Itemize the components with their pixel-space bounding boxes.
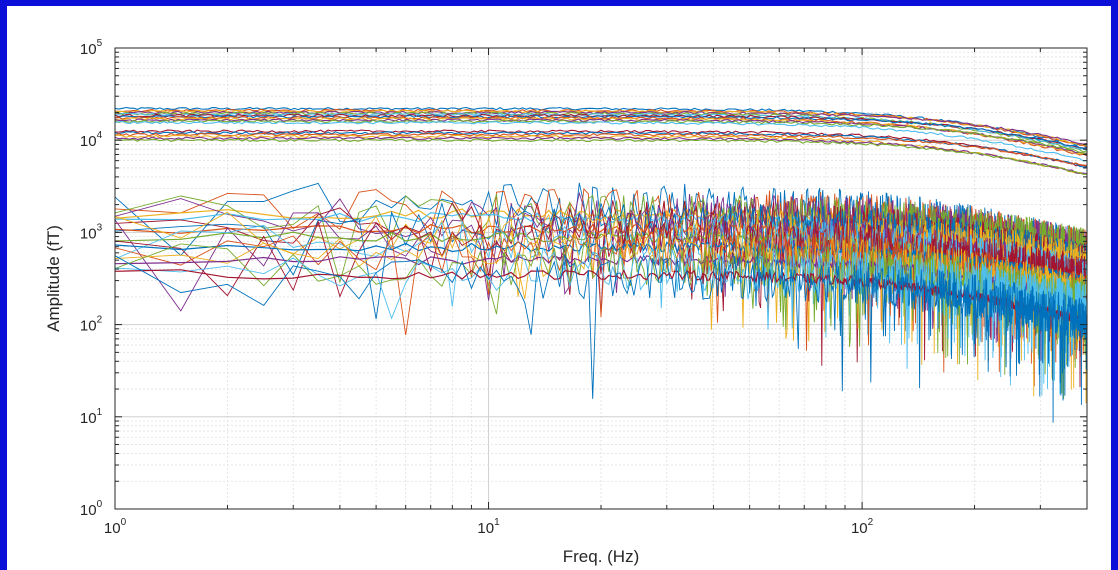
tick-exponent: 0: [121, 517, 127, 528]
series-line-high: [114, 129, 1088, 168]
series-line-high: [114, 120, 1088, 162]
tick-base: 10: [477, 520, 494, 537]
series-line-high: [114, 134, 1088, 175]
tick-marks: [114, 47, 1088, 510]
figure-panel: 100 101 102 100 101 102 103 104 105 Freq. (Hz) …: [7, 6, 1111, 570]
tick-base: 10: [80, 133, 97, 150]
tick-base: 10: [851, 520, 868, 537]
tick-exponent: 2: [868, 517, 874, 528]
x-tick-labels: 100 101 102: [104, 517, 874, 537]
y-tick-label: 103: [80, 222, 103, 242]
tick-exponent: 4: [97, 130, 103, 141]
tick-base: 10: [104, 520, 121, 537]
series-layer: [114, 106, 1088, 423]
series-line-high: [114, 118, 1088, 155]
x-tick-label: 101: [477, 517, 500, 537]
x-axis-label: Freq. (Hz): [563, 547, 640, 566]
tick-base: 10: [80, 410, 97, 427]
tick-base: 10: [80, 502, 97, 519]
y-tick-label: 100: [80, 499, 103, 519]
y-tick-label: 104: [80, 130, 103, 150]
series-line-high: [114, 132, 1088, 166]
series-line-low: [114, 246, 1088, 396]
series-line-high: [114, 108, 1088, 148]
series-line-high: [114, 136, 1088, 175]
tick-base: 10: [80, 318, 97, 335]
y-axis-label: Amplitude (fT): [44, 225, 63, 332]
series-line-high: [114, 138, 1087, 175]
y-tick-label: 105: [80, 38, 103, 58]
series-line-high: [114, 131, 1088, 168]
tick-exponent: 3: [97, 222, 103, 233]
tick-base: 10: [80, 225, 97, 242]
series-line-high: [114, 110, 1088, 145]
x-tick-label: 100: [104, 517, 127, 537]
tick-exponent: 5: [97, 38, 103, 49]
tick-exponent: 2: [97, 315, 103, 326]
series-line-high: [114, 114, 1088, 149]
y-tick-label: 102: [80, 315, 103, 335]
series-line-low: [114, 253, 1088, 423]
tick-exponent: 0: [97, 499, 103, 510]
tick-exponent: 1: [97, 407, 103, 418]
tick-base: 10: [80, 41, 97, 58]
x-tick-label: 102: [851, 517, 874, 537]
tick-exponent: 1: [494, 517, 500, 528]
y-tick-label: 101: [80, 407, 103, 427]
